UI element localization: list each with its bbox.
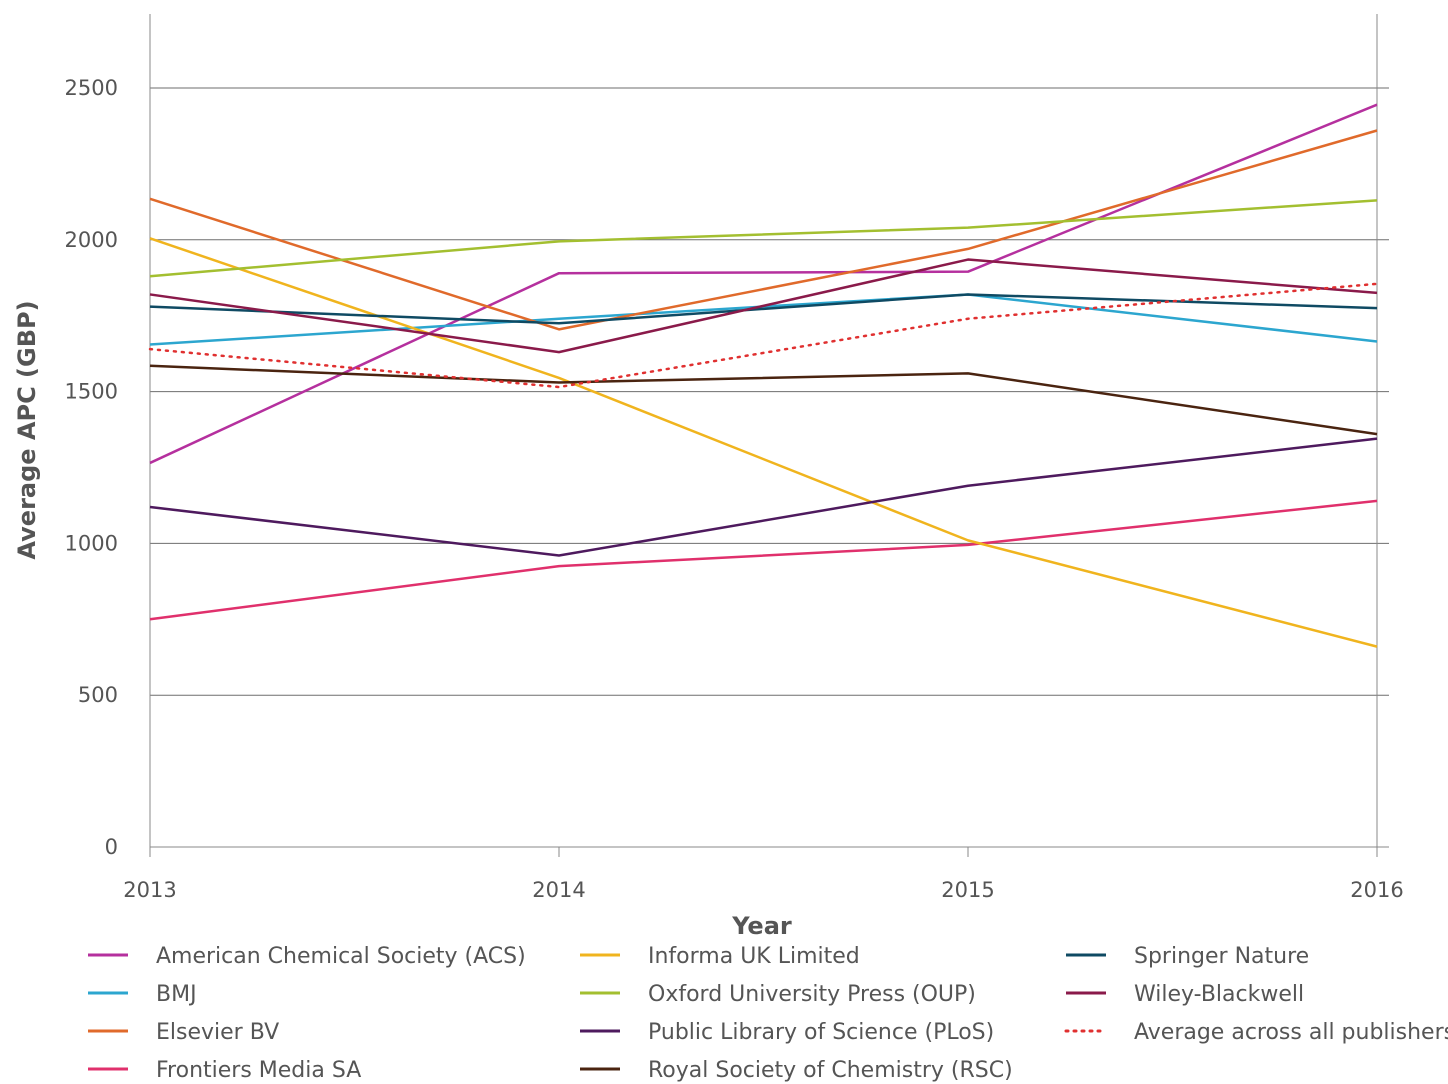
- y-tick-label: 2500: [65, 76, 118, 100]
- y-tick-label: 0: [105, 835, 118, 859]
- series-line-7: [149, 364, 1378, 436]
- series-line-8: [149, 293, 1378, 325]
- legend-label: American Chemical Society (ACS): [156, 944, 526, 969]
- legend-item: Springer Nature: [1066, 944, 1309, 969]
- x-tick-label: 2016: [1350, 878, 1403, 902]
- x-tick-labels: 2013 2014 2015 2016: [123, 847, 1404, 902]
- series-line-4: [149, 237, 1378, 648]
- y-tick-label: 1000: [65, 531, 118, 555]
- x-tick-label: 2013: [123, 878, 176, 902]
- legend-item: Public Library of Science (PLoS): [580, 1020, 994, 1045]
- series-line-6: [149, 437, 1378, 557]
- legend-label: Oxford University Press (OUP): [648, 982, 976, 1007]
- legend-label: Frontiers Media SA: [156, 1058, 361, 1083]
- y-tick-label: 500: [78, 683, 118, 707]
- series-line-2: [149, 129, 1378, 331]
- y-tick-labels: 0 500 1000 1500 2000 2500: [65, 76, 118, 859]
- series-lines: [148, 103, 1379, 648]
- legend-label: Average across all publishers: [1134, 1020, 1448, 1045]
- y-axis-title: Average APC (GBP): [13, 300, 41, 559]
- series-line-9: [149, 258, 1378, 354]
- legend-label: BMJ: [156, 982, 197, 1007]
- legend-item: Average across all publishers: [1064, 1020, 1448, 1045]
- legend-label: Public Library of Science (PLoS): [648, 1020, 994, 1045]
- grid-lines: [150, 87, 1389, 696]
- series-line-0: [149, 103, 1378, 465]
- legend-label: Informa UK Limited: [648, 944, 860, 969]
- legend-label: Elsevier BV: [156, 1020, 279, 1045]
- legend-item: Oxford University Press (OUP): [580, 982, 976, 1007]
- y-tick-label: 2000: [65, 228, 118, 252]
- legend-item: Informa UK Limited: [580, 944, 860, 969]
- legend-label: Springer Nature: [1134, 944, 1309, 969]
- legend-label: Wiley-Blackwell: [1134, 982, 1304, 1007]
- legend-item: Wiley-Blackwell: [1066, 982, 1304, 1007]
- legend-item: Elsevier BV: [88, 1020, 279, 1045]
- legend-item: Frontiers Media SA: [88, 1058, 361, 1083]
- x-axis-title: Year: [731, 912, 792, 940]
- legend-item: American Chemical Society (ACS): [88, 944, 526, 969]
- series-line-10: [148, 282, 1379, 389]
- legend-item: BMJ: [88, 982, 197, 1007]
- x-tick-label: 2014: [532, 878, 585, 902]
- legend: American Chemical Society (ACS) BMJ Elsevi…: [88, 944, 1448, 1083]
- x-tick-label: 2015: [941, 878, 994, 902]
- series-line-5: [149, 199, 1378, 278]
- legend-label: Royal Society of Chemistry (RSC): [648, 1058, 1013, 1083]
- y-tick-label: 1500: [65, 380, 118, 404]
- series-line-3: [149, 499, 1378, 621]
- axes: [149, 14, 1389, 848]
- legend-item: Royal Society of Chemistry (RSC): [580, 1058, 1013, 1083]
